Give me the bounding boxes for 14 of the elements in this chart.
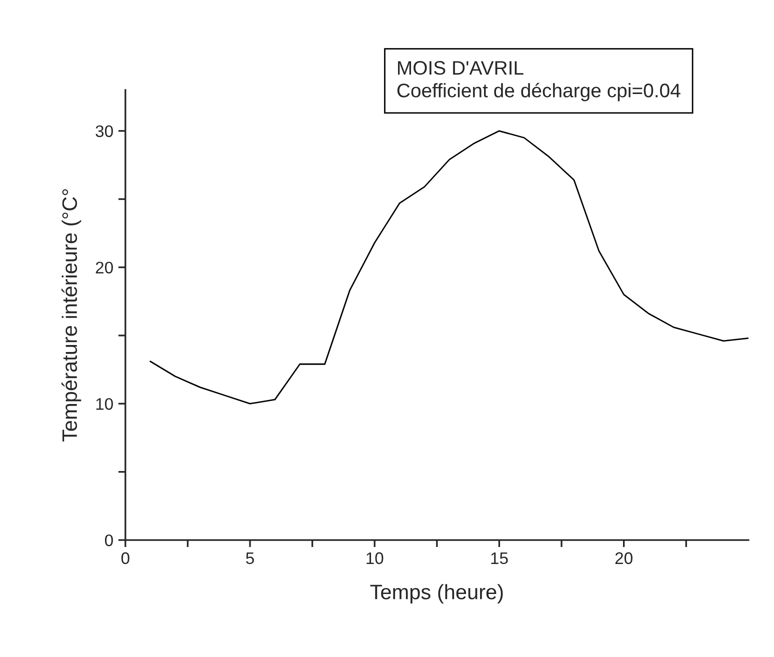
y-axis-title: Température intérieure (°C°: [61, 189, 82, 442]
x-tick-label: 5: [246, 552, 254, 564]
y-tick-label: 30: [96, 125, 113, 138]
x-tick-label: 20: [615, 552, 632, 564]
text: MOIS D'AVRIL: [398, 61, 524, 75]
x-tick-label: 10: [366, 552, 384, 564]
y-tick-label: 10: [96, 398, 113, 410]
x-tick-label: 15: [491, 552, 508, 564]
line-series: [150, 130, 748, 404]
y-tick-label: 0: [104, 534, 113, 546]
annotation: Coefficient de décharge cpi=0.04: [397, 82, 680, 102]
x-axis-title: Temps (heure): [370, 584, 503, 604]
x-tick-label: 0: [121, 552, 130, 564]
y-tick-label: 20: [96, 262, 113, 274]
